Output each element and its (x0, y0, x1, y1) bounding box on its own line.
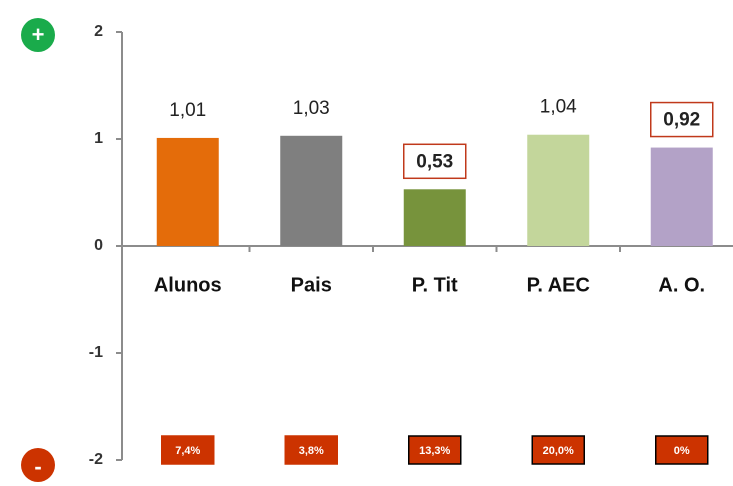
plus-marker: + (32, 22, 45, 47)
y-tick-label: 0 (94, 237, 103, 254)
highlight-box (403, 143, 467, 180)
highlight-box (650, 101, 714, 138)
x-tick-label: P. Tit (412, 274, 458, 296)
annotation: 3,8% (299, 445, 324, 457)
annotation-box (284, 435, 338, 465)
y-tick-label: 2 (94, 23, 103, 40)
value-label: 0,53 (416, 151, 453, 172)
annotation: 7,4% (175, 445, 200, 457)
bar (403, 189, 466, 246)
x-tick-label: A. O. (658, 274, 705, 296)
annotation-box (655, 435, 709, 465)
bar (280, 135, 343, 246)
annotation-box (161, 435, 215, 465)
bar (156, 137, 219, 246)
value-label: 1,03 (293, 98, 330, 119)
x-tick-label: P. AEC (527, 274, 590, 296)
y-tick-label: -1 (89, 344, 103, 361)
y-tick-label: 1 (94, 130, 103, 147)
y-tick-label: -2 (89, 451, 103, 468)
annotation: 13,3% (419, 445, 450, 457)
value-label: 1,04 (540, 97, 577, 118)
value-label: 0,92 (663, 110, 700, 131)
bar (527, 134, 590, 246)
minus-icon (21, 448, 55, 482)
bar (650, 147, 713, 246)
annotation-box (408, 435, 462, 465)
x-tick-label: Alunos (154, 274, 222, 296)
minus-marker: - (34, 454, 41, 479)
annotation: 0% (674, 445, 690, 457)
annotation: 20,0% (543, 445, 574, 457)
plus-icon (21, 18, 55, 52)
value-label: 1,01 (169, 100, 206, 121)
x-tick-label: Pais (291, 274, 332, 296)
annotation-box (531, 435, 585, 465)
